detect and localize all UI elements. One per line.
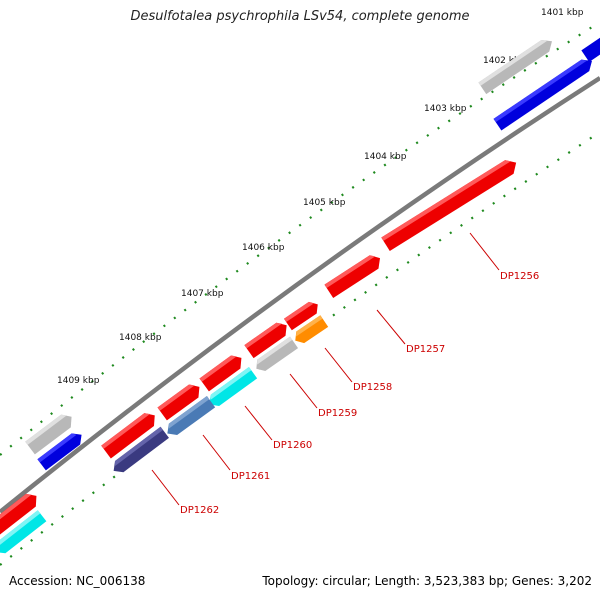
gene-labels: DP1256 DP1257 DP1258 DP1259 DP1260 DP126…	[180, 271, 539, 516]
ruler-labels: 1401 kbp 1402 kbp 1403 kbp 1404 kbp 1405…	[57, 8, 584, 386]
gene-arrow-dp1262[interactable]	[109, 426, 169, 477]
gene-arrow[interactable]	[493, 55, 596, 131]
tick-label: 1409 kbp	[57, 376, 100, 386]
outer-tick-track	[0, 21, 600, 456]
leader-line	[289, 373, 318, 409]
leader-line	[324, 347, 353, 383]
gene-arrow-dp1256[interactable]	[381, 156, 520, 252]
gene-label-dp1260[interactable]: DP1260	[273, 440, 312, 451]
gene-arrow-dp1261[interactable]	[163, 396, 216, 439]
gene-arrow-dp1260[interactable]	[205, 367, 258, 410]
genome-summary-text: Topology: circular; Length: 3,523,383 bp…	[262, 574, 592, 588]
leader-line	[202, 434, 231, 471]
gene-arrow[interactable]	[244, 319, 291, 359]
gene-label-dp1256[interactable]: DP1256	[500, 271, 539, 282]
gene-arrow[interactable]	[101, 409, 159, 459]
leader-line	[244, 405, 273, 441]
gene-arrow[interactable]	[581, 32, 600, 62]
gene-label-dp1259[interactable]: DP1259	[318, 408, 357, 419]
tick-label: 1408 kbp	[119, 333, 162, 343]
forward-strand-genes	[0, 32, 600, 540]
gene-arrow[interactable]	[25, 410, 76, 455]
gene-label-dp1258[interactable]: DP1258	[353, 382, 392, 393]
reverse-strand-genes	[0, 315, 329, 557]
leader-line	[151, 469, 180, 506]
leader-line	[469, 232, 500, 271]
gene-arrow[interactable]	[0, 490, 41, 540]
gene-arrow[interactable]	[37, 429, 85, 471]
tick-label: 1406 kbp	[242, 243, 285, 253]
gene-arrow[interactable]	[199, 351, 246, 392]
leader-line	[376, 309, 406, 345]
accession-text: Accession: NC_006138	[9, 574, 146, 588]
gene-arrow-dp1258[interactable]	[291, 315, 329, 346]
tick-label: 1402 kbp	[483, 56, 526, 66]
gene-arrow[interactable]	[478, 35, 555, 95]
tick-label: 1404 kbp	[364, 152, 407, 162]
gene-arrow[interactable]	[157, 380, 204, 421]
label-leaders	[151, 232, 500, 506]
gene-arrow-dp1257[interactable]	[324, 251, 384, 299]
tick-label: 1403 kbp	[424, 104, 467, 114]
inner-tick-track	[0, 131, 600, 566]
gene-label-dp1257[interactable]: DP1257	[406, 344, 445, 355]
tick-label: 1405 kbp	[303, 198, 346, 208]
tick-label: 1407 kbp	[181, 289, 224, 299]
gene-arrow[interactable]	[283, 299, 322, 331]
gene-label-dp1261[interactable]: DP1261	[231, 471, 270, 482]
gene-label-dp1262[interactable]: DP1262	[180, 505, 219, 516]
tick-label: 1401 kbp	[541, 8, 584, 18]
gene-arrow[interactable]	[0, 510, 47, 557]
map-title: Desulfotalea psychrophila LSv54, complet…	[130, 9, 470, 24]
gene-arrow-dp1259[interactable]	[252, 336, 299, 375]
genome-backbone	[0, 76, 600, 514]
